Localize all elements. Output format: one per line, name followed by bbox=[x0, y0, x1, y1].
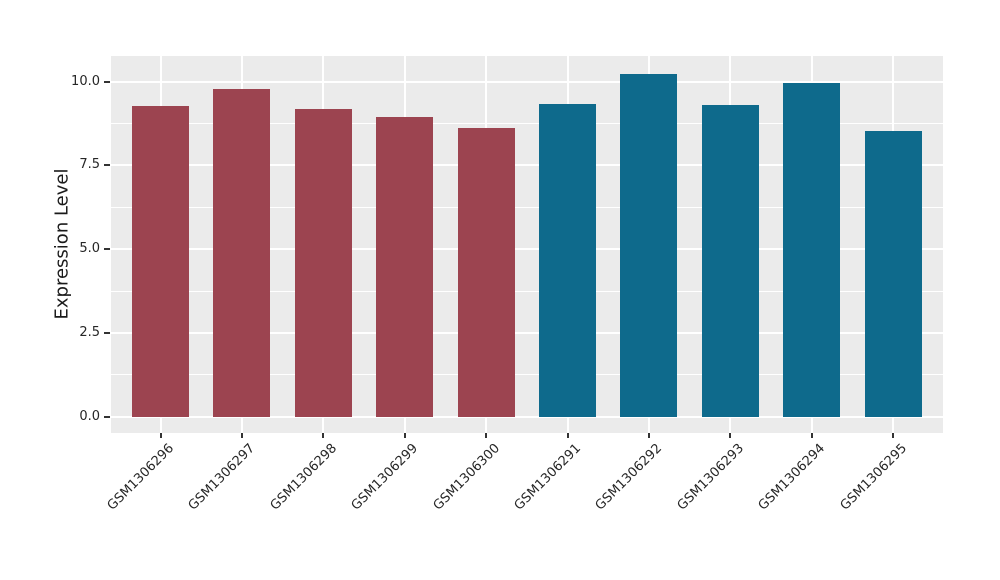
x-tick-label-GSM1306300: GSM1306300 bbox=[430, 441, 503, 514]
plot-panel bbox=[111, 56, 943, 433]
x-tick-mark bbox=[403, 433, 406, 438]
major-gridline bbox=[111, 331, 943, 334]
x-tick-label-GSM1306296: GSM1306296 bbox=[104, 441, 178, 514]
x-tick-label-GSM1306298: GSM1306298 bbox=[267, 441, 340, 514]
y-tick-mark bbox=[104, 248, 110, 251]
major-gridline bbox=[111, 164, 943, 167]
minor-gridline bbox=[111, 290, 943, 292]
x-tick-mark bbox=[647, 433, 650, 438]
major-gridline bbox=[111, 80, 943, 83]
y-tick-mark bbox=[104, 164, 110, 167]
x-tick-mark bbox=[566, 433, 569, 438]
x-tick-label-GSM1306293: GSM1306293 bbox=[674, 441, 747, 514]
x-tick-label-GSM1306295: GSM1306295 bbox=[837, 441, 910, 514]
major-gridline bbox=[111, 415, 943, 418]
x-tick-mark bbox=[810, 433, 813, 438]
bar-GSM1306294 bbox=[783, 83, 841, 417]
bar-GSM1306292 bbox=[620, 74, 678, 417]
x-tick-mark bbox=[729, 433, 732, 438]
bar-GSM1306291 bbox=[539, 103, 596, 417]
x-tick-label-GSM1306292: GSM1306292 bbox=[593, 441, 666, 514]
x-tick-mark bbox=[485, 433, 488, 438]
y-tick-label: 10.0 bbox=[71, 73, 100, 89]
bar-GSM1306300 bbox=[457, 128, 515, 417]
y-tick-mark bbox=[104, 80, 110, 83]
bar-GSM1306293 bbox=[701, 104, 759, 417]
minor-gridline bbox=[111, 206, 943, 208]
x-tick-mark bbox=[240, 433, 243, 438]
minor-gridline bbox=[111, 122, 943, 124]
x-tick-label-GSM1306291: GSM1306291 bbox=[511, 441, 585, 514]
x-tick-label-GSM1306299: GSM1306299 bbox=[348, 441, 422, 514]
x-tick-mark bbox=[159, 433, 162, 438]
bar-GSM1306298 bbox=[294, 109, 352, 417]
major-gridline bbox=[111, 248, 943, 251]
bar-GSM1306299 bbox=[376, 117, 434, 417]
y-axis-title: Expression Level bbox=[51, 168, 73, 320]
x-tick-label-GSM1306297: GSM1306297 bbox=[186, 441, 259, 514]
y-tick-label: 5.0 bbox=[79, 241, 100, 257]
y-tick-mark bbox=[104, 331, 110, 334]
x-tick-mark bbox=[322, 433, 325, 438]
minor-gridline bbox=[111, 374, 943, 376]
bar-GSM1306297 bbox=[213, 88, 271, 417]
y-tick-label: 2.5 bbox=[79, 324, 100, 340]
y-tick-label: 0.0 bbox=[79, 408, 100, 424]
bar-GSM1306295 bbox=[864, 131, 922, 417]
x-tick-label-GSM1306294: GSM1306294 bbox=[755, 441, 829, 514]
y-tick-mark bbox=[104, 415, 110, 418]
y-tick-label: 7.5 bbox=[79, 157, 100, 173]
bar-GSM1306296 bbox=[132, 105, 189, 417]
x-tick-mark bbox=[892, 433, 895, 438]
